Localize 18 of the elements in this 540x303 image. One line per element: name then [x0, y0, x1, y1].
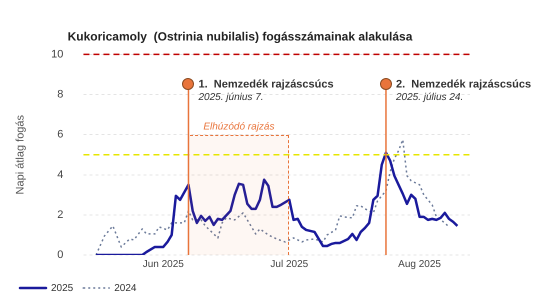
legend-label: 2025 — [51, 282, 74, 294]
y-tick-label: 0 — [57, 249, 64, 262]
y-tick-label: 2 — [57, 208, 64, 221]
x-tick-label: Jun 2025 — [142, 258, 184, 270]
legend-label: 2024 — [114, 282, 137, 294]
y-tick-label: 6 — [57, 128, 64, 141]
x-tick-label: Aug 2025 — [398, 258, 442, 270]
y-axis-title: Napi átlag fogás — [14, 114, 27, 194]
x-tick-label: Jul 2025 — [270, 258, 309, 270]
band-label: Elhúzódó rajzás — [203, 121, 274, 132]
y-tick-label: 4 — [57, 168, 64, 181]
y-tick-label: 10 — [51, 48, 64, 60]
annotation: 2025. június 7. — [197, 92, 264, 104]
ref-line-label: 2. Nemzedék rajzáscsúcs — [396, 78, 532, 90]
annotation: 2025. július 24. — [394, 92, 464, 104]
ref-line-label: 1. Nemzedék rajzáscsúcs — [198, 78, 334, 90]
y-tick-label: 8 — [57, 88, 64, 101]
chart-title: Kukoricamoly (Ostrinia nubilalis) fogásszámainak alakulása — [68, 30, 413, 44]
